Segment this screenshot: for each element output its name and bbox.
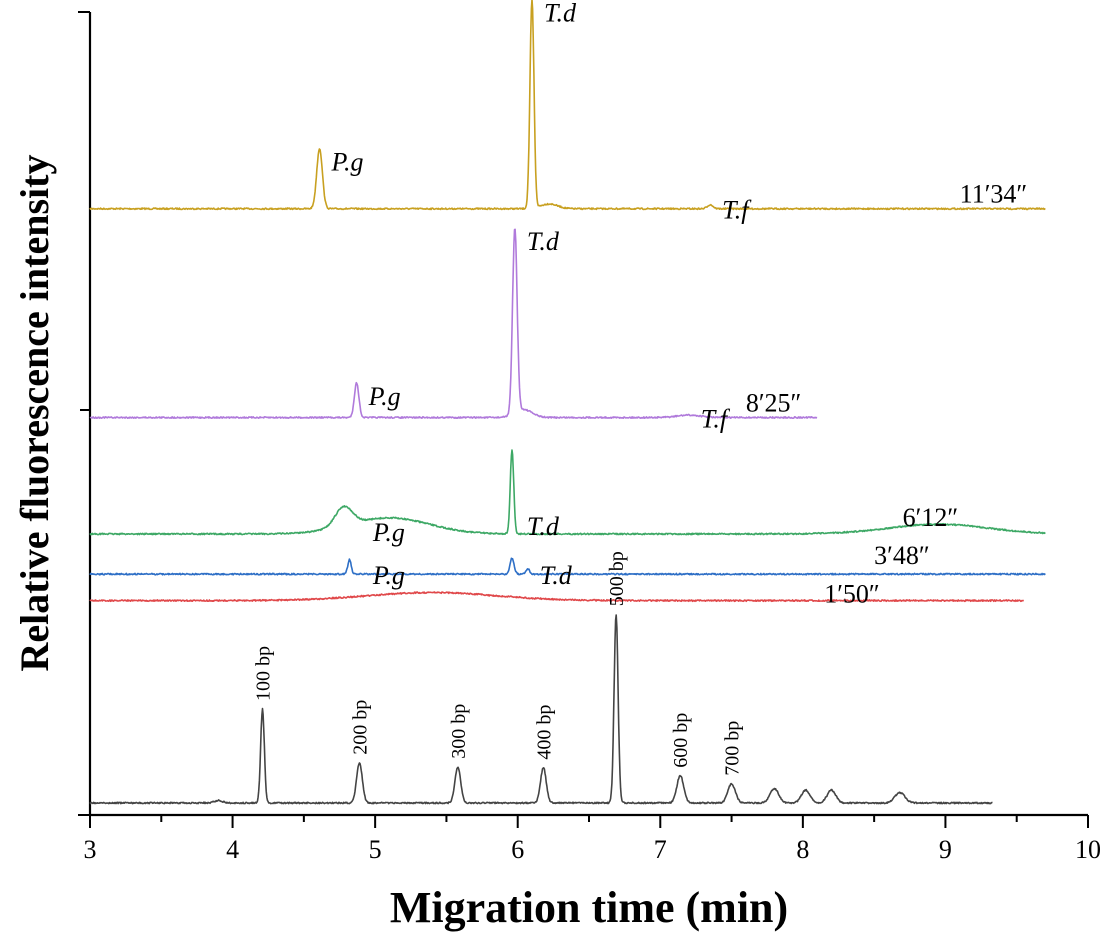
trace-labels: P.g T.d T.f 11′34″ P.g T.d T.f 8′25″ P.g T.d 6′12″… bbox=[253, 0, 1028, 776]
ladder-peak-label: 400 bp bbox=[533, 705, 555, 760]
x-tick-label: 8 bbox=[796, 835, 809, 864]
traces bbox=[89, 0, 1046, 805]
peak-label: T.f bbox=[722, 196, 752, 225]
peak-label: T.d bbox=[527, 512, 560, 541]
peak-label: T.d bbox=[544, 0, 577, 27]
x-tick-label: 3 bbox=[84, 835, 97, 864]
trace-time-label: 8′25″ bbox=[746, 389, 802, 418]
ladder-peak-label: 500 bp bbox=[606, 551, 628, 606]
peak-label: P.g bbox=[372, 561, 405, 590]
axes bbox=[78, 11, 1088, 817]
y-axis-title: Relative fluorescence intensity bbox=[12, 155, 57, 672]
trace-sample-2 bbox=[89, 449, 1046, 536]
ladder-peak-label: 600 bp bbox=[670, 713, 692, 768]
x-ticks: 3 4 5 6 7 8 9 10 bbox=[84, 815, 1101, 864]
x-tick-label: 7 bbox=[654, 835, 667, 864]
x-axis-title: Migration time (min) bbox=[390, 883, 788, 932]
ladder-peak-label: 200 bp bbox=[350, 700, 372, 755]
trace-sample-1 bbox=[89, 228, 818, 419]
trace-time-label: 11′34″ bbox=[960, 180, 1028, 209]
ladder-peak-label: 100 bp bbox=[253, 646, 275, 701]
ladder-peak-label: 300 bp bbox=[448, 704, 470, 759]
x-tick-label: 10 bbox=[1075, 835, 1101, 864]
trace-time-label: 1′50″ bbox=[824, 580, 880, 609]
peak-label: P.g bbox=[368, 382, 401, 411]
trace-ladder bbox=[89, 614, 993, 805]
trace-time-label: 6′12″ bbox=[903, 503, 959, 532]
trace-sample-4 bbox=[89, 591, 1024, 603]
x-tick-label: 5 bbox=[369, 835, 382, 864]
peak-label: T.d bbox=[540, 561, 573, 590]
x-tick-label: 9 bbox=[939, 835, 952, 864]
peak-label: P.g bbox=[331, 148, 364, 177]
peak-label: T.f bbox=[701, 405, 731, 434]
ladder-peak-label: 700 bp bbox=[722, 721, 744, 776]
peak-label: P.g bbox=[372, 518, 405, 547]
trace-sample-3 bbox=[89, 557, 1046, 576]
x-tick-label: 4 bbox=[226, 835, 239, 864]
peak-label: T.d bbox=[527, 227, 560, 256]
trace-time-label: 3′48″ bbox=[874, 541, 930, 570]
trace-sample-0 bbox=[89, 0, 1046, 211]
x-tick-label: 6 bbox=[511, 835, 524, 864]
